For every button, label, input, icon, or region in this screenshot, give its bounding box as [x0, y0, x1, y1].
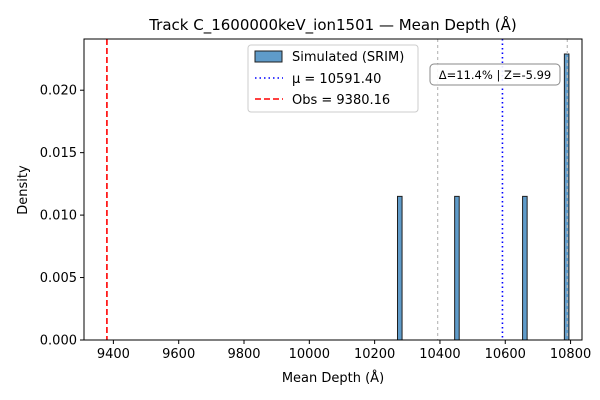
legend-swatch-simulated [254, 50, 283, 63]
x-axis-label: Mean Depth (Å) [282, 370, 384, 386]
x-tick-label-4: 10200 [354, 347, 395, 362]
y-tick-label-4: 0.020 [40, 84, 77, 99]
x-tick-label-7: 10800 [550, 347, 591, 362]
legend-label-obs: Obs = 9380.16 [292, 93, 390, 108]
legend: Simulated (SRIM) μ = 10591.40 Obs = 9380… [247, 44, 419, 113]
x-tick-label-2: 9800 [227, 347, 260, 362]
y-tick-label-3: 0.015 [40, 146, 77, 161]
histogram-bar-3 [563, 53, 570, 341]
x-tick-label-3: 10000 [289, 347, 330, 362]
stats-annotation: Δ=11.4% | Z=-5.99 [429, 63, 561, 86]
annotation-box [429, 63, 561, 86]
annotation-text: Δ=11.4% | Z=-5.99 [439, 68, 552, 82]
x-axis: 9400 9600 9800 10000 10200 10400 10600 10800 [97, 340, 591, 362]
y-axis-label: Density [16, 165, 31, 215]
y-tick-label-1: 0.005 [40, 271, 77, 286]
chart-title: Track C_1600000keV_ion1501 — Mean Depth … [148, 15, 517, 35]
y-axis: 0.000 0.005 0.010 0.015 0.020 [40, 84, 84, 349]
legend-frame [247, 44, 419, 113]
x-tick-label-5: 10400 [419, 347, 460, 362]
plot-frame [83, 38, 583, 341]
y-tick-label-0: 0.000 [40, 334, 77, 349]
x-tick-label-6: 10600 [485, 347, 526, 362]
histogram-bar-0 [396, 195, 403, 341]
y-tick-label-2: 0.010 [40, 209, 77, 224]
legend-label-simulated: Simulated (SRIM) [292, 50, 404, 65]
plot-area [106, 39, 570, 341]
histogram-bar-2 [522, 195, 528, 341]
legend-label-mean: μ = 10591.40 [292, 72, 381, 87]
histogram-bar-1 [454, 195, 460, 341]
x-tick-label-0: 9400 [97, 347, 130, 362]
x-tick-label-1: 9600 [162, 347, 195, 362]
